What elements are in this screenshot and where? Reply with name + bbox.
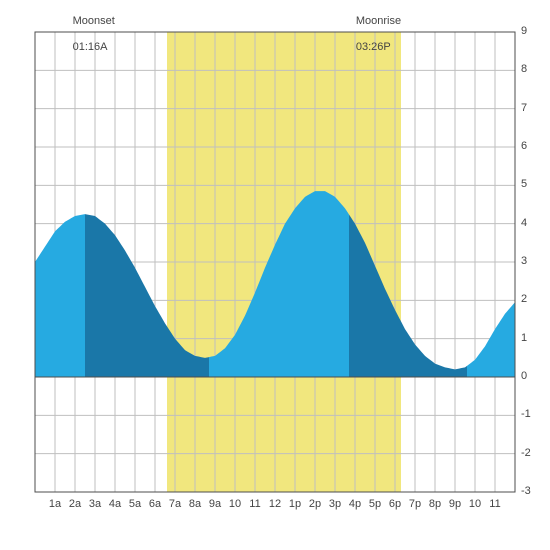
moonset-label: Moonset	[73, 15, 115, 27]
tide-chart: Moonset 01:16A Moonrise 03:26P 1a2a3a4a5…	[0, 0, 550, 550]
x-tick-label: 9a	[206, 498, 224, 510]
x-tick-label: 7a	[166, 498, 184, 510]
y-tick-label: 9	[521, 25, 527, 37]
x-tick-label: 8a	[186, 498, 204, 510]
x-tick-label: 1p	[286, 498, 304, 510]
y-tick-label: 3	[521, 255, 527, 267]
y-tick-label: -2	[521, 447, 531, 459]
moonset-time: 01:16A	[73, 41, 108, 53]
x-tick-label: 11	[486, 498, 504, 510]
y-tick-label: 7	[521, 102, 527, 114]
x-tick-label: 9p	[446, 498, 464, 510]
y-tick-label: 1	[521, 332, 527, 344]
moonrise-label: Moonrise	[356, 15, 401, 27]
y-tick-label: -1	[521, 408, 531, 420]
y-tick-label: 8	[521, 63, 527, 75]
y-tick-label: 5	[521, 178, 527, 190]
x-tick-label: 10	[466, 498, 484, 510]
x-tick-label: 5p	[366, 498, 384, 510]
chart-svg	[0, 0, 550, 550]
moonrise-annotation: Moonrise 03:26P	[344, 2, 401, 67]
x-tick-label: 4a	[106, 498, 124, 510]
x-tick-label: 3a	[86, 498, 104, 510]
moonrise-time: 03:26P	[356, 41, 391, 53]
x-tick-label: 10	[226, 498, 244, 510]
y-tick-label: -3	[521, 485, 531, 497]
x-tick-label: 6a	[146, 498, 164, 510]
moonset-annotation: Moonset 01:16A	[60, 2, 114, 67]
x-tick-label: 12	[266, 498, 284, 510]
x-tick-label: 5a	[126, 498, 144, 510]
y-tick-label: 6	[521, 140, 527, 152]
x-tick-label: 4p	[346, 498, 364, 510]
x-tick-label: 8p	[426, 498, 444, 510]
x-tick-label: 6p	[386, 498, 404, 510]
y-tick-label: 4	[521, 217, 527, 229]
y-tick-label: 0	[521, 370, 527, 382]
y-tick-label: 2	[521, 293, 527, 305]
x-tick-label: 2a	[66, 498, 84, 510]
x-tick-label: 2p	[306, 498, 324, 510]
x-tick-label: 1a	[46, 498, 64, 510]
x-tick-label: 3p	[326, 498, 344, 510]
x-tick-label: 7p	[406, 498, 424, 510]
x-tick-label: 11	[246, 498, 264, 510]
